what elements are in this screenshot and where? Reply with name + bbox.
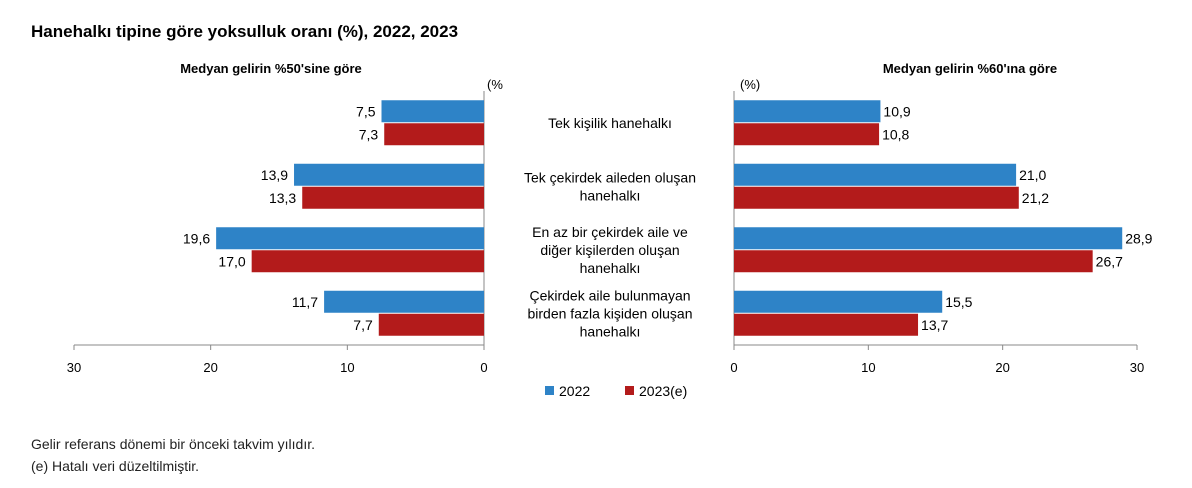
panel-title-left: Medyan gelirin %50'sine göre — [180, 61, 362, 76]
bar-right-2023(e) — [734, 123, 880, 146]
category-label: Tek çekirdek aileden oluşan — [524, 169, 696, 185]
data-label-left-2023(e): 17,0 — [218, 253, 245, 269]
data-label-right-2023(e): 21,2 — [1022, 190, 1049, 206]
bar-left-2022 — [324, 290, 484, 313]
data-label-right-2023(e): 13,7 — [921, 317, 948, 333]
legend-label-0: 2022 — [559, 383, 590, 399]
x-tick-label-right: 30 — [1130, 360, 1144, 375]
category-label: hanehalkı — [580, 187, 641, 203]
data-label-right-2022: 21,0 — [1019, 167, 1046, 183]
data-label-left-2022: 11,7 — [292, 294, 318, 310]
category-label: diğer kişilerden oluşan — [540, 242, 679, 258]
data-label-left-2022: 19,6 — [183, 230, 210, 246]
x-tick-label-right: 0 — [730, 360, 737, 375]
bar-left-2023(e) — [302, 186, 484, 209]
bar-right-2022 — [734, 227, 1123, 250]
category-label: Tek kişilik hanehalkı — [548, 115, 672, 131]
legend-label-1: 2023(e) — [639, 383, 687, 399]
unit-label-left: (% — [487, 77, 503, 92]
data-label-left-2023(e): 7,7 — [353, 317, 373, 333]
bar-right-2022 — [734, 163, 1017, 186]
data-label-right-2023(e): 26,7 — [1096, 253, 1123, 269]
data-label-right-2023(e): 10,8 — [882, 126, 909, 142]
data-label-left-2023(e): 13,3 — [269, 190, 296, 206]
category-label: hanehalkı — [580, 323, 641, 339]
footnote-2: (e) Hatalı veri düzeltilmiştir. — [31, 458, 200, 474]
legend-swatch-0 — [545, 386, 554, 395]
bar-right-2023(e) — [734, 186, 1019, 209]
category-label: birden fazla kişiden oluşan — [528, 305, 693, 321]
data-label-right-2022: 10,9 — [883, 103, 910, 119]
chart-title: Hanehalkı tipine göre yoksulluk oranı (%… — [31, 22, 459, 41]
chart-svg: Medyan gelirin %50'sine göre (% 30 20 10 0 7,5… — [67, 61, 1153, 399]
category-label: Çekirdek aile bulunmayan — [529, 287, 690, 303]
legend-swatch-1 — [625, 386, 634, 395]
data-label-left-2022: 7,5 — [356, 103, 376, 119]
x-tick-label-left: 20 — [203, 360, 217, 375]
bar-left-2023(e) — [251, 250, 484, 273]
footnote-1: Gelir referans dönemi bir önceki takvim … — [31, 436, 315, 452]
category-label: En az bir çekirdek aile ve — [532, 224, 688, 240]
bar-right-2023(e) — [734, 313, 919, 336]
bar-left-2022 — [381, 100, 484, 123]
data-label-right-2022: 15,5 — [945, 294, 972, 310]
category-label: hanehalkı — [580, 260, 641, 276]
x-tick-label-right: 20 — [995, 360, 1009, 375]
bar-left-2023(e) — [384, 123, 484, 146]
bar-right-2022 — [734, 100, 881, 123]
x-tick-label-left: 10 — [340, 360, 354, 375]
x-tick-label-left: 0 — [480, 360, 487, 375]
bar-right-2023(e) — [734, 250, 1093, 273]
x-tick-label-left: 30 — [67, 360, 81, 375]
data-label-right-2022: 28,9 — [1125, 230, 1152, 246]
bar-left-2022 — [216, 227, 484, 250]
data-label-left-2022: 13,9 — [261, 167, 288, 183]
unit-label-right: (%) — [740, 77, 760, 92]
x-tick-label-right: 10 — [861, 360, 875, 375]
bar-left-2023(e) — [378, 313, 484, 336]
panel-title-right: Medyan gelirin %60'ına göre — [883, 61, 1057, 76]
data-label-left-2023(e): 7,3 — [359, 126, 379, 142]
bar-left-2022 — [294, 163, 484, 186]
bar-right-2022 — [734, 290, 943, 313]
